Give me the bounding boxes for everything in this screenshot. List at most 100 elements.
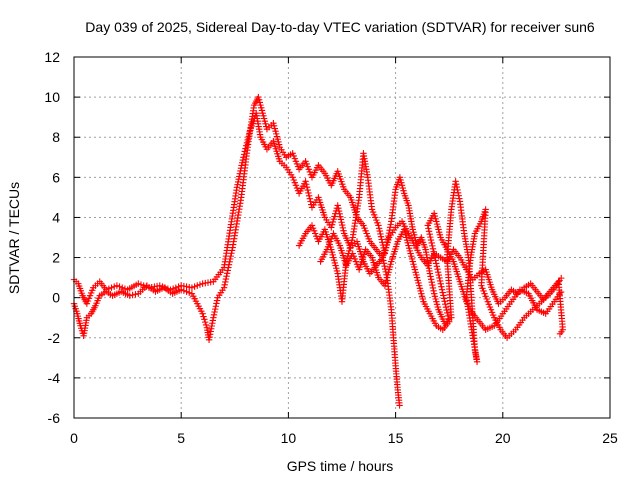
- data-point: [429, 281, 436, 289]
- data-point: [227, 252, 235, 260]
- data-point: [443, 306, 450, 314]
- x-tick-label: 25: [602, 430, 618, 446]
- y-tick-label: 12: [44, 49, 60, 65]
- y-tick-label: 8: [52, 129, 60, 145]
- data-point: [438, 286, 446, 293]
- x-tick-label: 15: [388, 430, 404, 446]
- data-point: [444, 309, 451, 317]
- data-point: [336, 210, 343, 218]
- data-point: [330, 215, 337, 223]
- data-point: [329, 218, 337, 226]
- data-point: [302, 178, 309, 185]
- y-tick-label: 0: [52, 290, 60, 306]
- x-tick-label: 10: [281, 430, 297, 446]
- data-point: [213, 300, 220, 307]
- series-track-b: [70, 93, 403, 409]
- x-tick-label: 5: [177, 430, 185, 446]
- data-point: [199, 310, 206, 317]
- data-point: [440, 292, 447, 299]
- y-tick-labels: -6 -4 -2 0 2 4 6 8 10 12: [44, 49, 60, 426]
- data-point: [378, 236, 385, 243]
- data-point: [384, 238, 391, 246]
- y-tick-label: 2: [52, 250, 60, 266]
- series-track-d: [317, 210, 565, 333]
- data-point: [212, 303, 220, 310]
- data-point: [382, 247, 389, 254]
- data-point: [454, 186, 461, 194]
- data-point: [220, 284, 228, 291]
- data-point: [335, 205, 342, 212]
- data-point: [228, 250, 235, 257]
- y-axis-label: SDTVAR / TECUs: [6, 182, 22, 294]
- data-point: [303, 181, 310, 188]
- data-point: [431, 254, 439, 261]
- data-point: [386, 227, 393, 234]
- data-point: [429, 242, 436, 250]
- data-point: [426, 270, 434, 277]
- y-tick-label: 4: [52, 209, 60, 225]
- data-point: [384, 235, 392, 243]
- y-tick-label: -6: [48, 410, 61, 426]
- data-point: [430, 287, 437, 294]
- data-point: [557, 288, 565, 296]
- data-point: [441, 298, 448, 305]
- data-point: [213, 297, 221, 304]
- data-point: [211, 305, 219, 313]
- data-point: [126, 292, 133, 299]
- data-point: [453, 181, 460, 188]
- data-point: [428, 239, 435, 247]
- data-point: [385, 232, 392, 240]
- data-point: [381, 265, 389, 273]
- data-point: [222, 275, 230, 283]
- data-point: [440, 295, 448, 302]
- data-point: [222, 278, 229, 286]
- x-tick-labels: 0 5 10 15 20 25: [70, 430, 618, 446]
- x-tick-label: 20: [495, 430, 511, 446]
- series-track-c: [295, 150, 567, 366]
- data-point: [338, 219, 345, 226]
- data-point: [376, 227, 383, 235]
- data-point: [446, 318, 453, 325]
- data-point: [337, 213, 344, 220]
- data-point: [381, 262, 388, 270]
- data-point: [221, 281, 228, 288]
- y-tick-label: -2: [48, 330, 61, 346]
- data-point: [334, 202, 341, 209]
- data-point: [234, 178, 242, 186]
- y-tick-label: 6: [52, 169, 60, 185]
- data-point: [427, 273, 434, 280]
- data-point: [307, 198, 314, 205]
- data-point: [432, 257, 439, 264]
- data-point: [211, 308, 218, 316]
- data-point: [433, 260, 440, 267]
- data-point: [427, 236, 435, 244]
- data-point: [438, 283, 445, 290]
- data-point: [430, 248, 437, 255]
- data-point: [453, 183, 461, 191]
- data-point: [456, 195, 463, 202]
- data-point: [455, 192, 462, 199]
- data-point: [429, 284, 437, 292]
- data-point: [385, 229, 393, 237]
- data-point: [437, 280, 444, 288]
- data-point: [303, 183, 311, 191]
- data-point: [234, 181, 241, 188]
- data-point: [425, 225, 432, 232]
- data-point: [439, 289, 446, 296]
- data-point: [328, 224, 335, 231]
- data-point: [223, 272, 230, 280]
- data-point: [444, 312, 452, 320]
- data-point: [436, 277, 444, 285]
- data-point: [375, 222, 382, 229]
- data-point: [435, 271, 443, 279]
- data-point: [202, 321, 210, 329]
- data-point: [331, 213, 338, 220]
- data-point: [304, 186, 311, 194]
- chart-title: Day 039 of 2025, Sidereal Day-to-day VTE…: [85, 19, 595, 35]
- data-point: [340, 227, 347, 234]
- data-point: [427, 276, 435, 283]
- data-point: [454, 189, 462, 197]
- data-point: [224, 267, 231, 274]
- data-point: [442, 301, 449, 308]
